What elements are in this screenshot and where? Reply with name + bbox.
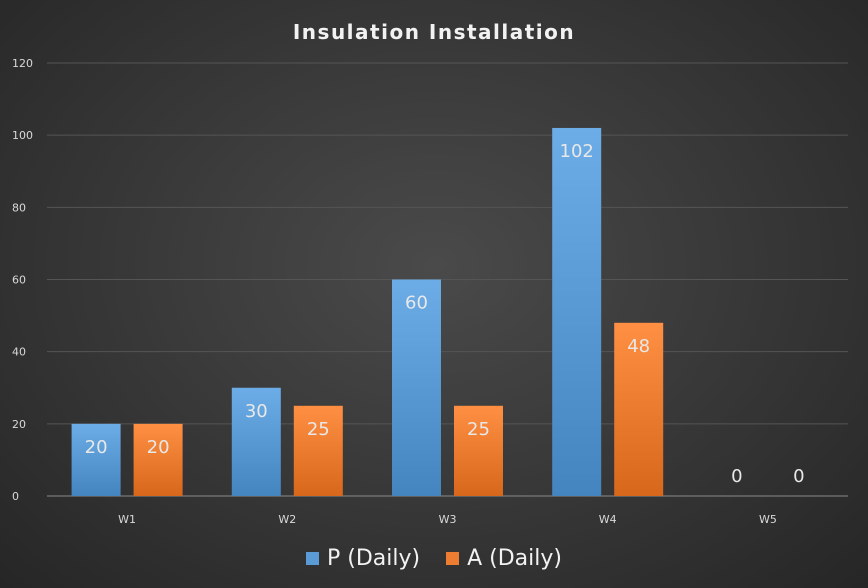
- y-tick-label: 0: [12, 490, 19, 503]
- x-tick-label: W4: [599, 513, 617, 526]
- bar-p-w2: [231, 387, 281, 496]
- y-tick-label: 80: [12, 201, 26, 214]
- y-tick-label: 100: [12, 129, 33, 142]
- y-tick-label: 40: [12, 346, 26, 359]
- bar-a-w4: [614, 322, 664, 496]
- y-tick-label: 120: [12, 57, 33, 70]
- y-tick-label: 20: [12, 418, 26, 431]
- x-tick-label: W3: [439, 513, 457, 526]
- x-tick-label: W2: [278, 513, 296, 526]
- legend: P (Daily) A (Daily): [0, 540, 868, 576]
- data-label: 0: [793, 466, 804, 487]
- legend-item-a-daily: A (Daily): [446, 546, 562, 571]
- bar-a-w2: [293, 405, 343, 496]
- bar-p-w4: [552, 127, 602, 496]
- legend-label-p-daily: P (Daily): [327, 545, 421, 571]
- data-label: 60: [405, 293, 428, 314]
- data-label: 25: [467, 419, 490, 440]
- data-label: 25: [307, 419, 330, 440]
- bar-a-w1: [133, 423, 183, 496]
- data-label: 20: [85, 437, 108, 458]
- bar-a-w3: [454, 405, 503, 496]
- y-tick-label: 60: [12, 274, 26, 287]
- data-label: 48: [627, 336, 650, 357]
- bar-p-w1: [71, 423, 121, 496]
- legend-swatch-p-daily: [306, 551, 320, 565]
- data-label: 0: [731, 466, 742, 487]
- data-label: 102: [560, 141, 594, 162]
- legend-label-a-daily: A (Daily): [467, 545, 562, 571]
- bar-p-w3: [392, 279, 441, 496]
- data-label: 30: [245, 401, 268, 422]
- chart-title: Insulation Installation: [292, 20, 576, 44]
- data-label: 20: [147, 437, 170, 458]
- legend-swatch-a-daily: [446, 551, 460, 565]
- x-tick-label: W1: [118, 513, 136, 526]
- x-tick-label: W5: [759, 513, 777, 526]
- legend-item-p-daily: P (Daily): [306, 546, 420, 571]
